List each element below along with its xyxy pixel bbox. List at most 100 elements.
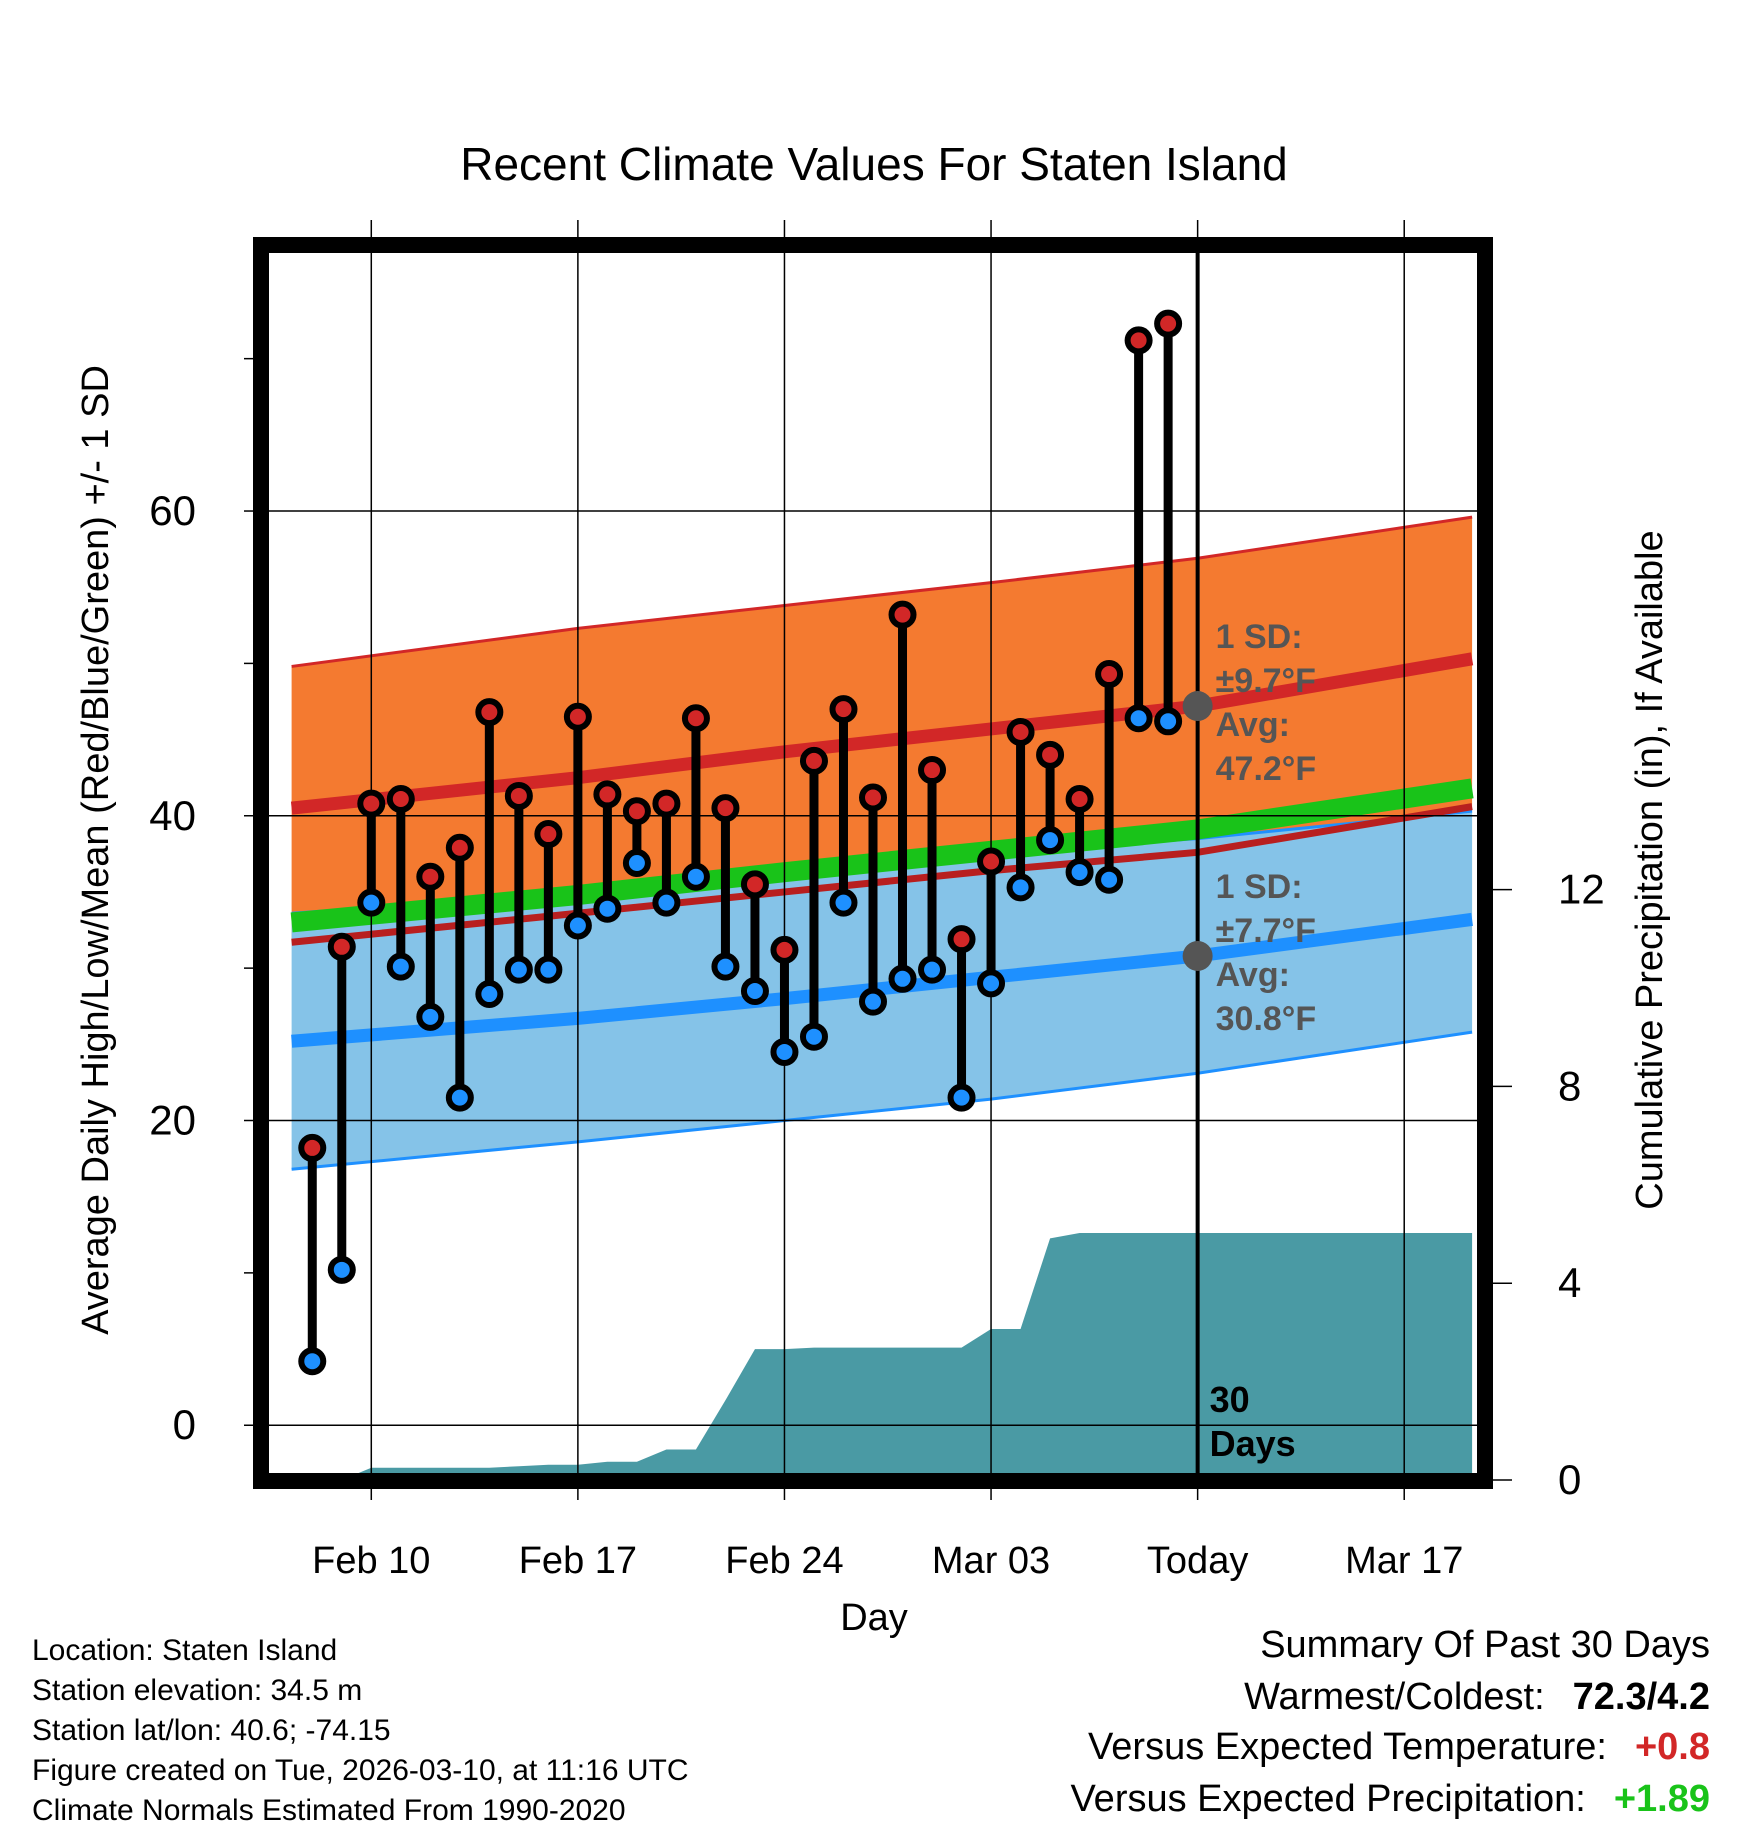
x-tick-label: Mar 17 — [1345, 1540, 1463, 1582]
low-point — [593, 894, 622, 923]
low-point — [475, 980, 504, 1009]
low-point — [829, 888, 858, 917]
low-point — [1065, 858, 1094, 887]
summary-precip-row: Versus Expected Precipitation: +1.89 — [1070, 1780, 1710, 1818]
high-point — [859, 783, 887, 812]
mean-normal-line — [290, 778, 1474, 933]
high-upper-line — [291, 515, 1473, 668]
low-point — [711, 952, 740, 981]
high-annotation-text: ±9.7°F — [1216, 662, 1316, 700]
x-tick-label: Feb 10 — [312, 1540, 430, 1582]
low-point — [534, 955, 563, 984]
y2-tick-label: 4 — [1558, 1259, 1581, 1306]
summary-warmest-label: Warmest/Coldest: — [1244, 1676, 1545, 1718]
high-point — [504, 781, 533, 810]
high-point — [1036, 740, 1065, 769]
x-axis-label: Day — [840, 1597, 908, 1639]
low-point — [1095, 865, 1124, 894]
high-point — [770, 935, 799, 964]
info-created: Figure created on Tue, 2026-03-10, at 11… — [32, 1754, 689, 1787]
x-tick-label: Feb 17 — [519, 1540, 637, 1582]
today-low-avg-marker — [1182, 940, 1213, 971]
high-point — [918, 756, 947, 785]
y-tick-label: 60 — [149, 487, 196, 534]
high-point — [681, 704, 710, 733]
summary-temp-label: Versus Expected Temperature: — [1088, 1726, 1607, 1768]
low-point — [947, 1083, 976, 1112]
low-point — [563, 911, 592, 940]
high-point — [829, 695, 858, 724]
low-point — [445, 1083, 474, 1112]
y2-axis-label: Cumulative Precipitation (in), If Availa… — [1629, 530, 1671, 1209]
summary-temp-row: Versus Expected Temperature: +0.8 — [1088, 1728, 1710, 1766]
high-point — [445, 833, 474, 862]
info-location: Location: Staten Island — [32, 1634, 338, 1667]
high-point — [593, 780, 622, 809]
low-lower-line — [291, 1030, 1473, 1171]
high-point — [740, 870, 769, 899]
summary-precip-label: Versus Expected Precipitation: — [1070, 1778, 1586, 1820]
y-tick-label: 0 — [173, 1401, 196, 1448]
low-point — [622, 849, 651, 877]
low-point — [357, 888, 386, 917]
high-point — [977, 847, 1006, 876]
plot-area: 1 SD: ±9.7°F Avg: 47.2°F 1 SD: ±7.7°F Avg: 30.8… — [268, 252, 1478, 1474]
high-point — [534, 820, 563, 849]
high-point — [1124, 326, 1153, 355]
high-point — [1006, 717, 1035, 746]
info-latlon: Station lat/lon: 40.6; -74.15 — [32, 1714, 391, 1747]
summary-precip-value: +1.89 — [1613, 1778, 1710, 1820]
high-annotation-text: Avg: — [1216, 706, 1290, 744]
high-point — [416, 862, 445, 891]
low-point — [1124, 704, 1153, 733]
low-point — [977, 969, 1006, 998]
low-point — [888, 964, 917, 993]
low-point — [740, 976, 769, 1005]
high-point — [386, 785, 415, 814]
x-tick-label: Today — [1147, 1540, 1248, 1582]
y-axis-label: Average Daily High/Low/Mean (Red/Blue/Gr… — [75, 365, 117, 1335]
high-point — [327, 932, 356, 961]
low-point — [681, 862, 710, 891]
chart-title: Recent Climate Values For Staten Island — [460, 138, 1288, 190]
low-annotation-text: 1 SD: — [1216, 868, 1303, 906]
high-point — [1065, 785, 1094, 814]
plot-frame — [253, 237, 1493, 1489]
info-elevation: Station elevation: 34.5 m — [32, 1674, 363, 1707]
low-point — [1036, 826, 1065, 855]
high-point — [563, 702, 592, 731]
x-tick-label: Feb 24 — [725, 1540, 843, 1582]
high-point — [711, 794, 740, 823]
high-point — [1154, 309, 1183, 338]
low-point — [1154, 707, 1183, 736]
y2-tick-label: 12 — [1558, 866, 1605, 913]
low-point — [416, 1002, 445, 1031]
high-point — [799, 746, 828, 775]
info-normals: Climate Normals Estimated From 1990-2020 — [32, 1794, 626, 1827]
low-annotation-text: 30.8°F — [1216, 1000, 1317, 1038]
days-label: 30 — [1210, 1379, 1250, 1420]
y-tick-label: 40 — [149, 792, 196, 839]
low-point — [799, 1022, 828, 1051]
high-point — [622, 797, 651, 826]
low-point — [504, 955, 533, 984]
high-point — [298, 1133, 327, 1162]
summary-warmest-row: Warmest/Coldest: 72.3/4.2 — [1244, 1678, 1710, 1716]
low-point — [298, 1347, 327, 1376]
high-lower-line — [291, 803, 1473, 946]
low-point — [652, 888, 681, 917]
low-point — [859, 987, 887, 1016]
high-point — [475, 698, 504, 727]
low-point — [918, 955, 947, 984]
low-avg-line — [291, 912, 1473, 1048]
high-point — [1095, 660, 1124, 689]
low-point — [327, 1255, 356, 1284]
low-annotation-text: Avg: — [1216, 956, 1290, 994]
summary-title: Summary Of Past 30 Days — [1260, 1624, 1710, 1666]
high-point — [947, 925, 976, 954]
y2-tick-label: 0 — [1558, 1456, 1581, 1503]
y-tick-label: 20 — [149, 1097, 196, 1144]
low-annotation-text: ±7.7°F — [1216, 912, 1316, 950]
high-annotation-text: 1 SD: — [1216, 618, 1303, 656]
